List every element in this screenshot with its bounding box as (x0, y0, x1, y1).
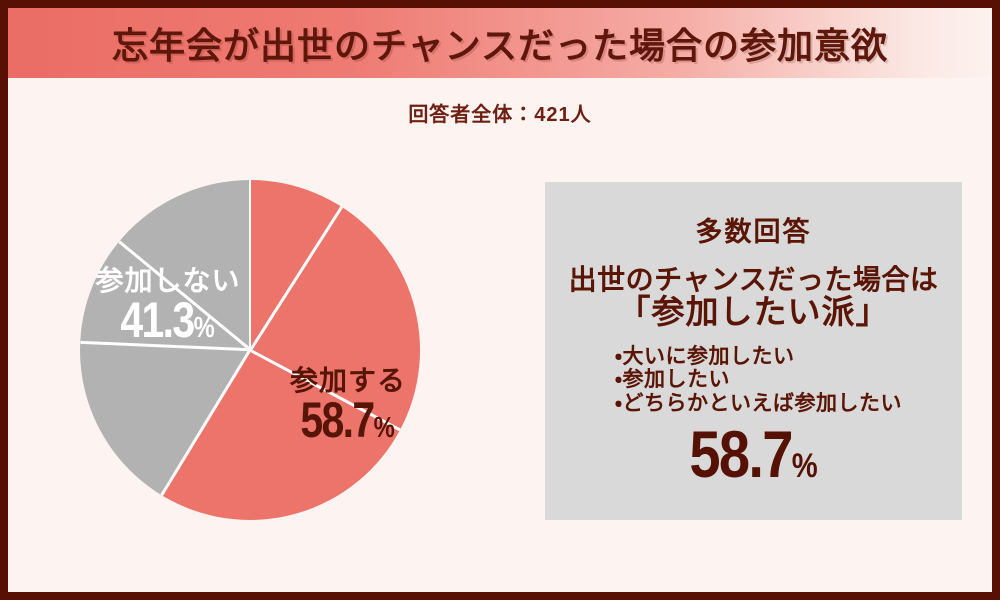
participation-pie-chart: 参加しない 41.3% 参加する 58.7% (80, 180, 420, 520)
pie-label-not-participate: 参加しない 41.3% (88, 265, 248, 348)
pie-slice-dividers (80, 180, 420, 520)
percent-sign: % (791, 447, 818, 486)
summary-bullet-list: ・大いに参加したい ・参加したい ・どちらかといえば参加したい (605, 345, 902, 416)
summary-bullet-item: ・どちらかといえば参加したい (614, 391, 903, 415)
summary-panel: 多数回答 出世のチャンスだった場合は 「参加したい派」 ・大いに参加したい ・参… (545, 182, 962, 520)
pie-label-participate: 参加する 58.7% (258, 365, 438, 448)
header-band: 忘年会が出世のチャンスだった場合の参加意欲 (8, 8, 992, 78)
pie-label-participate-name: 参加する (289, 365, 406, 396)
pie-slice-divider-line (160, 349, 252, 496)
pie-label-not-participate-value: 41.3% (120, 291, 216, 348)
percent-sign: % (194, 311, 216, 344)
summary-line2: 「参加したい派」 (617, 293, 890, 331)
pie-label-not-participate-name: 参加しない (95, 265, 241, 296)
summary-line1: 出世のチャンスだった場合は (568, 264, 939, 295)
summary-bullet-item: ・大いに参加したい (614, 344, 795, 368)
pie-label-participate-value: 58.7% (300, 391, 396, 448)
summary-bullet-item: ・参加したい (614, 368, 731, 392)
summary-percentage: 58.7% (689, 417, 818, 492)
pie-slice-divider-line (248, 180, 252, 350)
summary-heading: 多数回答 (695, 217, 812, 247)
pie-slice-divider-line (248, 205, 343, 351)
respondents-total: 回答者全体：421人 (408, 104, 592, 126)
page-title: 忘年会が出世のチャンスだった場合の参加意欲 (112, 25, 888, 66)
percent-sign: % (374, 411, 396, 444)
